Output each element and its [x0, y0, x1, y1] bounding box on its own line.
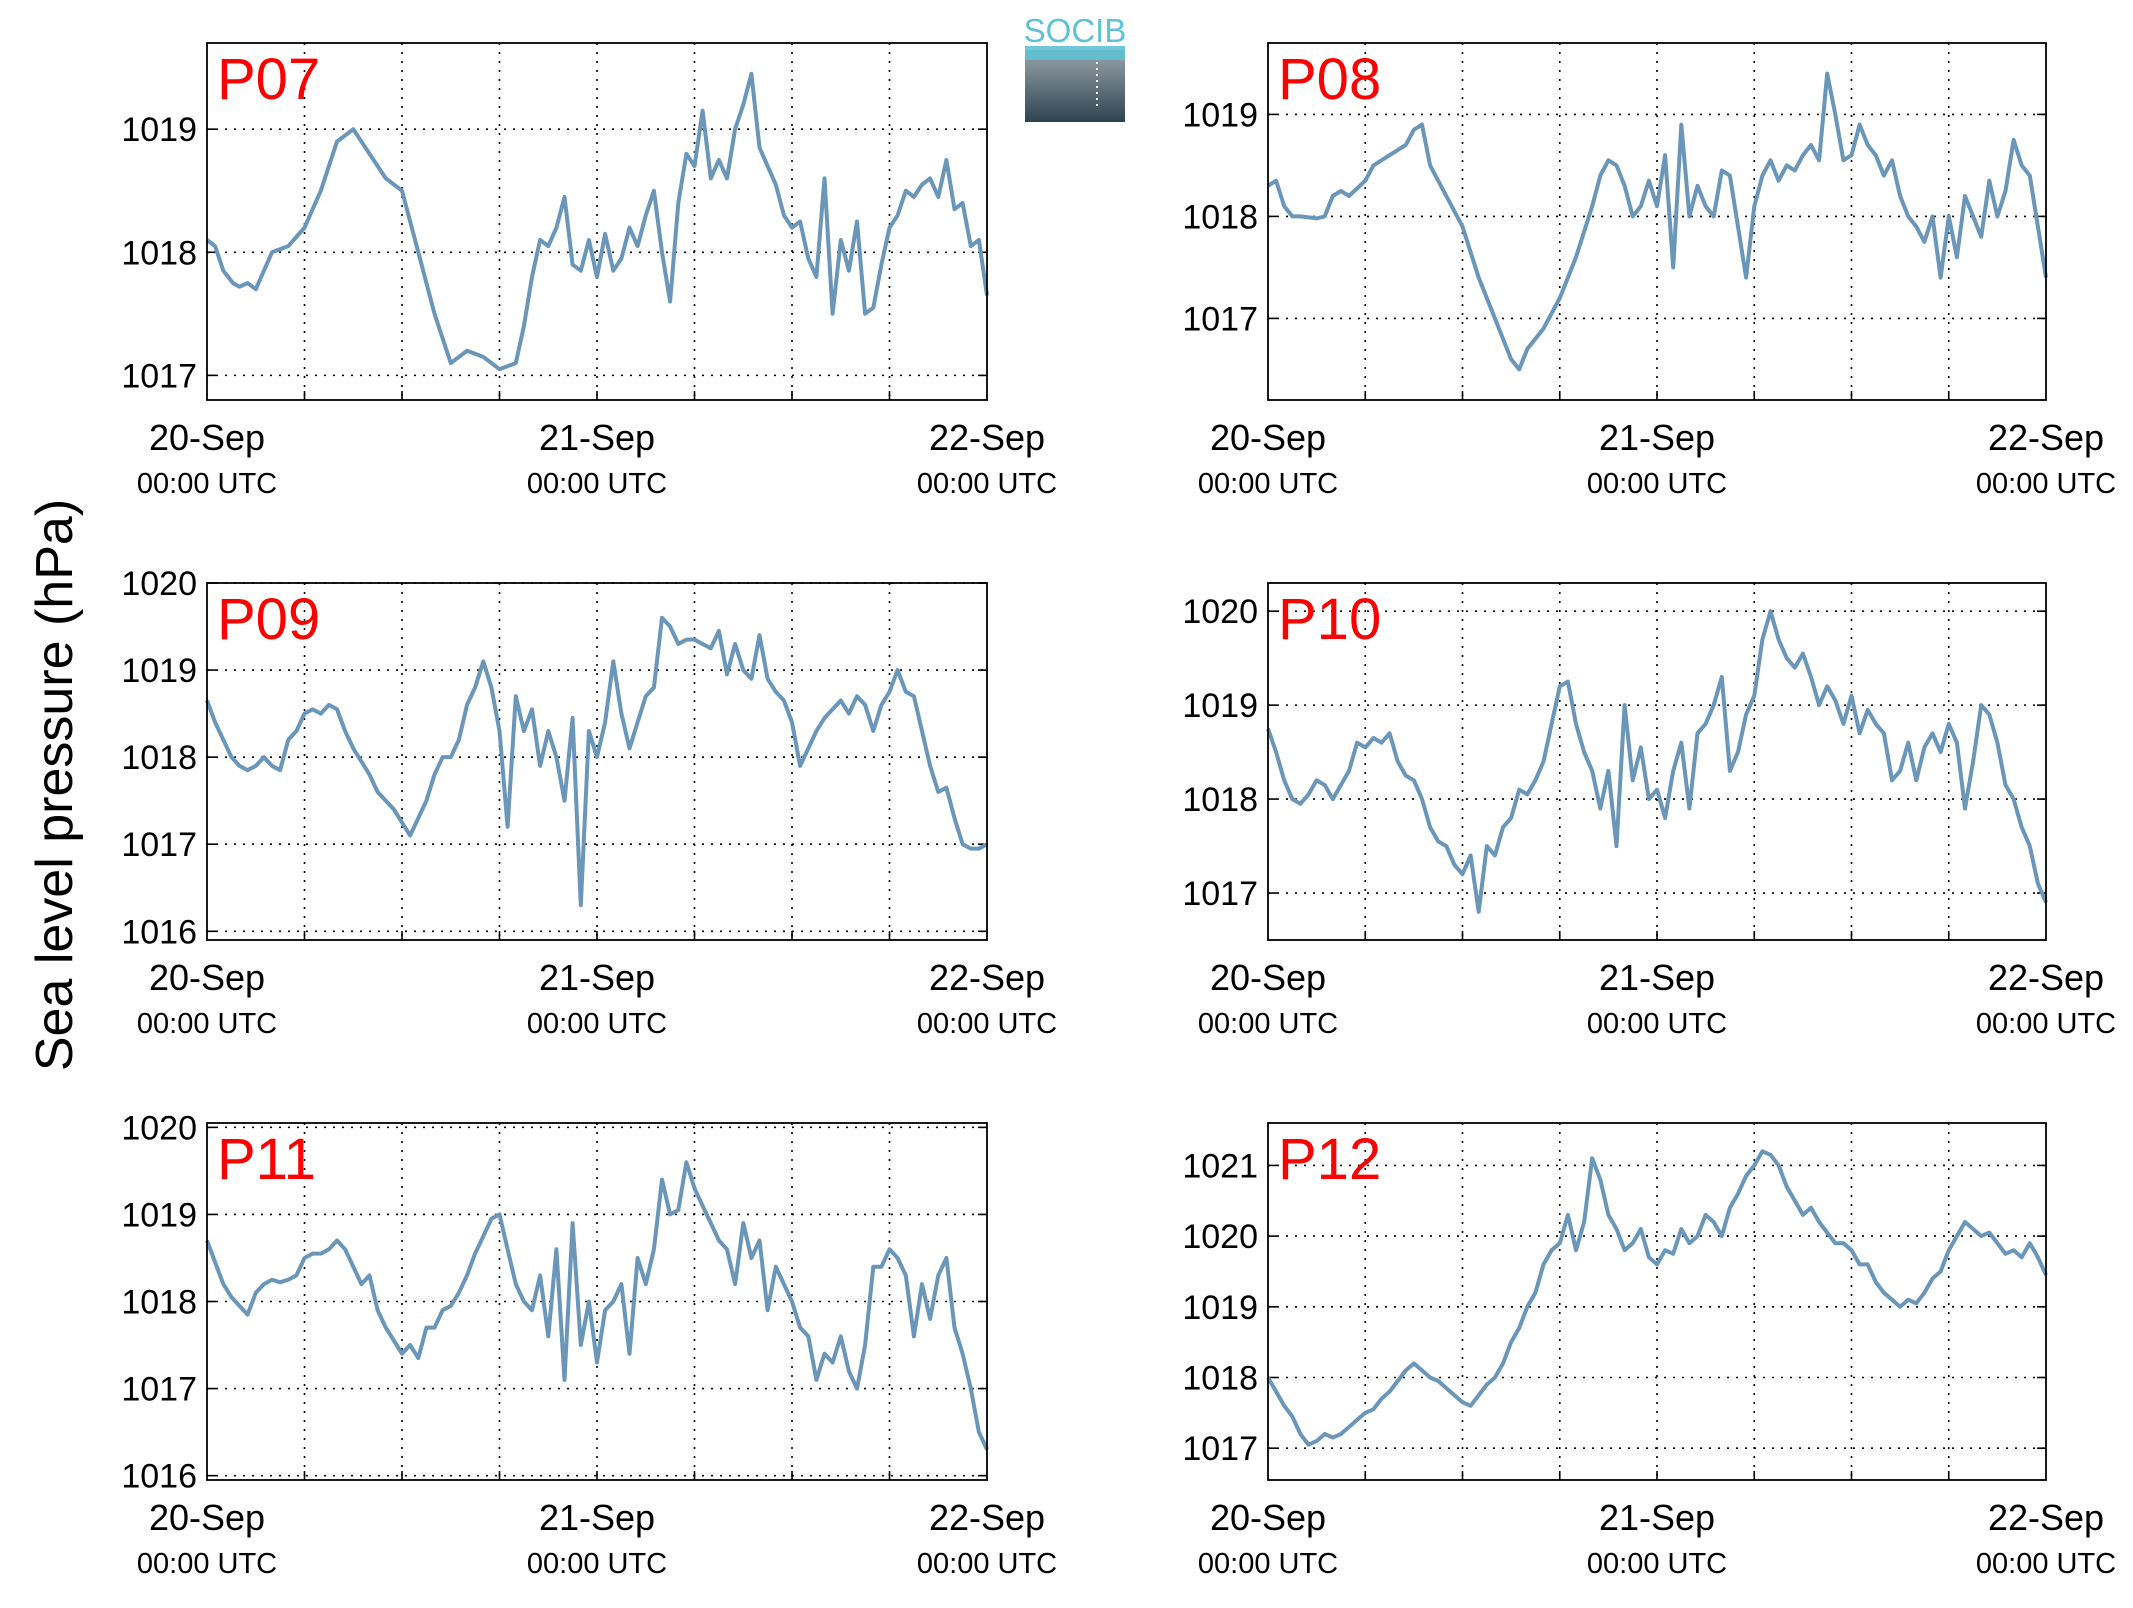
x-tick-sublabel: 00:00 UTC: [527, 468, 667, 500]
x-tick-sublabel: 00:00 UTC: [917, 1008, 1057, 1040]
panel-label: P10: [1278, 587, 1381, 652]
y-tick-label: 1020: [121, 565, 197, 603]
axes-frame: [1267, 42, 2047, 401]
x-tick-label: 22-Sep: [929, 417, 1045, 458]
y-tick-label: 1017: [121, 357, 197, 395]
panel-p09: 1016 1017 1018 1019 1020 20-Sep 00:00 UTC 21-Se…: [121, 565, 1057, 1040]
x-tick-sublabel: 00:00 UTC: [1198, 1008, 1338, 1040]
x-tick-label: 20-Sep: [149, 417, 265, 458]
y-tick-label: 1019: [1182, 1289, 1258, 1327]
x-tick-label: 22-Sep: [1988, 1497, 2104, 1538]
x-tick-sublabel: 00:00 UTC: [137, 1008, 277, 1040]
y-tick-label: 1019: [1182, 96, 1258, 134]
x-tick-label: 20-Sep: [1210, 957, 1326, 998]
x-tick-label: 21-Sep: [1599, 957, 1715, 998]
panel-p12: 1017 1018 1019 1020 1021 20-Sep 00:00 UTC 21-Se…: [1182, 1122, 2116, 1580]
x-tick-sublabel: 00:00 UTC: [137, 468, 277, 500]
x-tick-sublabel: 00:00 UTC: [917, 468, 1057, 500]
y-tick-label: 1017: [1182, 300, 1258, 338]
y-tick-label: 1018: [121, 1284, 197, 1322]
x-tick-label: 21-Sep: [1599, 1497, 1715, 1538]
y-tick-label: 1018: [1182, 198, 1258, 236]
x-tick-label: 20-Sep: [1210, 417, 1326, 458]
panel-p10: 1017 1018 1019 1020 20-Sep 00:00 UTC 21-Sep 00:…: [1182, 582, 2116, 1040]
y-tick-label: 1019: [121, 652, 197, 690]
x-tick-sublabel: 00:00 UTC: [1587, 468, 1727, 500]
x-tick-sublabel: 00:00 UTC: [137, 1548, 277, 1580]
y-tick-label: 1020: [1182, 1218, 1258, 1256]
x-tick-sublabel: 00:00 UTC: [1976, 468, 2116, 500]
x-tick-label: 21-Sep: [539, 417, 655, 458]
y-tick-label: 1018: [121, 739, 197, 777]
panel-p08: 1017 1018 1019 20-Sep 00:00 UTC 21-Sep 00:00 U…: [1182, 42, 2116, 500]
socib-logo: SOCIB: [1024, 12, 1127, 122]
axes-frame: [206, 582, 988, 941]
x-tick-sublabel: 00:00 UTC: [1198, 1548, 1338, 1580]
series-line-p11: [205, 1160, 989, 1451]
x-tick-label: 22-Sep: [929, 1497, 1045, 1538]
series-line-p10: [1266, 609, 2048, 914]
panel-p07: 1017 1018 1019 20-Sep 00:00 UTC 21-Sep 00:00 U…: [121, 42, 1057, 500]
panel-label: P09: [217, 587, 320, 652]
axes-frame: [1267, 582, 2047, 941]
panel-label: P08: [1278, 47, 1381, 112]
y-tick-label: 1018: [1182, 1359, 1258, 1397]
panel-label: P07: [217, 47, 320, 112]
panel-label: P11: [217, 1127, 316, 1192]
axes-frame: [206, 42, 988, 401]
y-tick-label: 1017: [121, 826, 197, 864]
x-tick-label: 22-Sep: [1988, 957, 2104, 998]
x-tick-label: 20-Sep: [149, 1497, 265, 1538]
panel-p11: 1016 1017 1018 1019 1020 20-Sep 00:00 UTC 21-Se…: [121, 1109, 1057, 1580]
y-tick-label: 1018: [121, 234, 197, 272]
y-tick-label: 1021: [1182, 1147, 1258, 1185]
y-tick-label: 1019: [121, 111, 197, 149]
x-tick-sublabel: 00:00 UTC: [1587, 1548, 1727, 1580]
y-tick-label: 1020: [121, 1109, 197, 1147]
y-tick-label: 1018: [1182, 781, 1258, 819]
x-tick-sublabel: 00:00 UTC: [527, 1548, 667, 1580]
x-tick-sublabel: 00:00 UTC: [1587, 1008, 1727, 1040]
x-tick-label: 20-Sep: [149, 957, 265, 998]
x-tick-sublabel: 00:00 UTC: [1198, 468, 1338, 500]
series-line-p07: [205, 71, 989, 372]
axes-frame: [1267, 1122, 2047, 1481]
axes-frame: [206, 1122, 988, 1481]
series-line-p09: [205, 615, 988, 908]
y-tick-label: 1017: [1182, 1430, 1258, 1468]
series-line-p08: [1266, 71, 2048, 372]
y-tick-label: 1019: [121, 1196, 197, 1234]
y-tick-label: 1016: [121, 1458, 197, 1496]
y-tick-label: 1020: [1182, 593, 1258, 631]
y-tick-label: 1019: [1182, 687, 1258, 725]
x-tick-sublabel: 00:00 UTC: [1976, 1008, 2116, 1040]
x-tick-sublabel: 00:00 UTC: [917, 1548, 1057, 1580]
y-axis-label: Sea level pressure (hPa): [26, 499, 84, 1071]
panel-label: P12: [1278, 1127, 1381, 1192]
y-tick-label: 1016: [121, 913, 197, 951]
logo-text: SOCIB: [1024, 12, 1127, 49]
x-tick-label: 22-Sep: [1988, 417, 2104, 458]
x-tick-sublabel: 00:00 UTC: [1976, 1548, 2116, 1580]
x-tick-sublabel: 00:00 UTC: [527, 1008, 667, 1040]
x-tick-label: 21-Sep: [1599, 417, 1715, 458]
y-tick-label: 1017: [1182, 875, 1258, 913]
y-tick-label: 1017: [121, 1371, 197, 1409]
x-tick-label: 22-Sep: [929, 957, 1045, 998]
x-tick-label: 20-Sep: [1210, 1497, 1326, 1538]
x-tick-label: 21-Sep: [539, 957, 655, 998]
series-line-p12: [1266, 1149, 2048, 1447]
x-tick-label: 21-Sep: [539, 1497, 655, 1538]
